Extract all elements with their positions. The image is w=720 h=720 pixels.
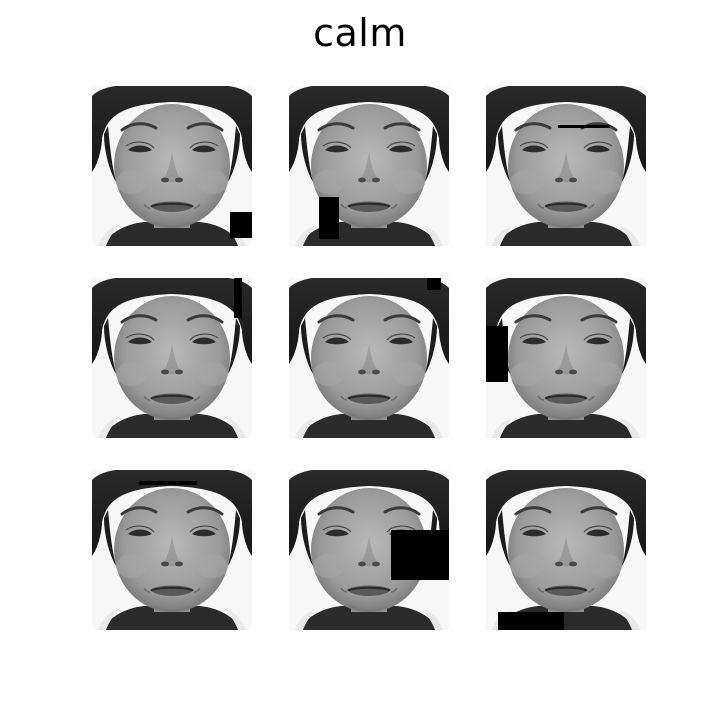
face-tile-1	[92, 86, 252, 246]
face-tile-9	[486, 470, 646, 630]
face-tile-3	[486, 86, 646, 246]
face-photo-icon	[486, 470, 646, 630]
occlusion-mask	[558, 125, 610, 128]
occlusion-mask	[486, 326, 508, 382]
occlusion-mask	[427, 278, 441, 290]
face-tile-7	[92, 470, 252, 630]
face-tile-2	[289, 86, 449, 246]
face-photo-icon	[486, 278, 646, 438]
face-image-grid	[92, 86, 646, 630]
face-photo-icon	[289, 86, 449, 246]
occlusion-mask	[230, 212, 252, 238]
occlusion-mask	[319, 197, 339, 239]
face-tile-6	[486, 278, 646, 438]
face-tile-8	[289, 470, 449, 630]
occlusion-mask	[498, 612, 564, 630]
face-photo-icon	[92, 86, 252, 246]
face-photo-icon	[92, 278, 252, 438]
figure-title: calm	[313, 11, 407, 55]
face-photo-icon	[92, 470, 252, 630]
face-photo-icon	[486, 86, 646, 246]
occlusion-mask	[139, 481, 197, 485]
face-photo-icon	[289, 278, 449, 438]
occlusion-mask	[234, 278, 242, 318]
face-tile-5	[289, 278, 449, 438]
occlusion-mask	[391, 530, 449, 580]
face-tile-4	[92, 278, 252, 438]
